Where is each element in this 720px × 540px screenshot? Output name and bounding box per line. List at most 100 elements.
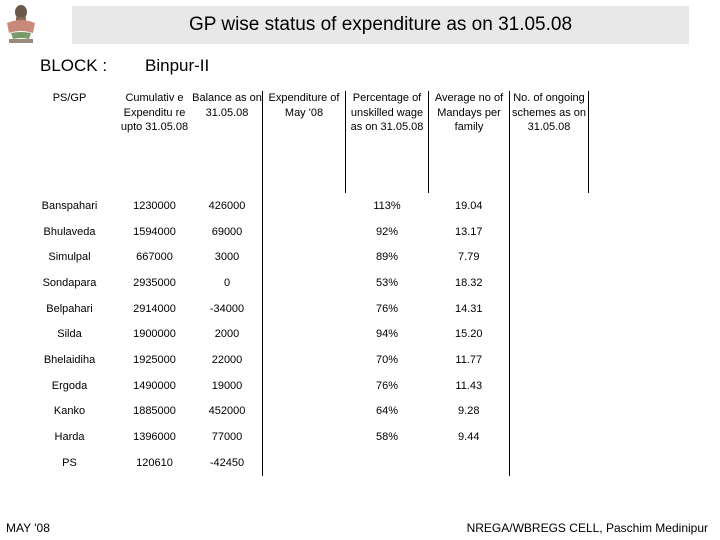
table-cell: 120610 xyxy=(136,456,173,469)
table-cell: -42450 xyxy=(192,449,263,476)
table-cell xyxy=(263,399,346,425)
table-cell: Silda xyxy=(57,328,82,341)
table-cell xyxy=(509,347,589,373)
table-row: Simulpal 667000 3000 89% 7.79 xyxy=(22,244,589,271)
column-header: Expenditure of May '08 xyxy=(268,92,340,119)
table-cell: 64% xyxy=(375,405,399,418)
table-cell xyxy=(509,424,589,450)
table-cell: 53% xyxy=(375,276,399,289)
table-cell: 3000 xyxy=(192,244,263,271)
table-row: Banspahari 1230000 426000 113% 19.04 xyxy=(22,193,589,219)
table-cell: PS xyxy=(62,456,77,469)
table-cell xyxy=(509,193,589,219)
table-cell: 58% xyxy=(375,431,399,444)
table-cell: 19000 xyxy=(192,372,263,399)
column-header: Average no of Mandays per family xyxy=(428,91,510,193)
table-row: PS 120610 -42450 xyxy=(22,449,589,476)
expenditure-table: PS/GP Cumulativ e Expenditu re upto 31.0… xyxy=(22,91,589,476)
table-cell: Bhulaveda xyxy=(43,225,96,238)
table-cell xyxy=(429,450,510,476)
table-cell: 9.44 xyxy=(458,431,480,444)
table-cell xyxy=(263,424,346,450)
table-cell: 14.31 xyxy=(454,302,483,315)
table-row: Bhelaidiha 1925000 22000 70% 11.77 xyxy=(22,347,589,373)
footer-date: MAY '08 xyxy=(6,521,50,535)
table-cell: 70% xyxy=(375,353,399,366)
table-cell: Kanko xyxy=(53,405,86,418)
column-header: Percentage of unskilled wage as on 31.05… xyxy=(345,91,429,193)
table-cell: 113% xyxy=(373,199,401,212)
column-header: Cumulativ e Expenditu re upto 31.05.08 xyxy=(120,92,189,133)
table-cell: 452000 xyxy=(192,398,263,425)
block-value: Binpur-II xyxy=(145,56,210,75)
table-cell: 77000 xyxy=(192,424,263,450)
table-cell: Bhelaidiha xyxy=(43,353,96,366)
table-cell: 19.04 xyxy=(454,199,483,212)
table-cell: -34000 xyxy=(192,295,263,322)
table-cell xyxy=(263,219,346,245)
table-cell xyxy=(263,321,346,347)
table-cell xyxy=(263,244,346,270)
table-cell: 1885000 xyxy=(133,405,176,418)
table-cell: 89% xyxy=(375,251,399,264)
table-cell: 11.77 xyxy=(455,353,483,366)
table-cell xyxy=(509,218,589,245)
table-cell xyxy=(509,372,589,399)
table-row: Silda 1900000 2000 94% 15.20 xyxy=(22,321,589,348)
table-cell: 13.17 xyxy=(454,225,483,238)
table-cell xyxy=(263,270,346,296)
table-cell xyxy=(263,193,346,219)
table-cell: 94% xyxy=(375,328,399,341)
table-cell xyxy=(263,373,346,399)
table-cell: Belpahari xyxy=(46,302,93,315)
table-cell: Banspahari xyxy=(41,199,98,212)
table-cell xyxy=(263,450,346,476)
table-cell: 1900000 xyxy=(133,328,176,341)
table-cell: 92% xyxy=(375,225,399,238)
emblem-logo-icon xyxy=(3,3,39,45)
table-cell: 2914000 xyxy=(133,302,176,315)
table-cell: 2000 xyxy=(192,321,263,348)
table-cell: Sondapara xyxy=(42,276,97,289)
table-cell: 2935000 xyxy=(133,276,176,289)
table-row: Kanko 1885000 452000 64% 9.28 xyxy=(22,398,589,425)
table-cell: Ergoda xyxy=(51,379,88,392)
table-cell xyxy=(509,270,589,296)
table-cell xyxy=(263,296,346,322)
table-cell: 1925000 xyxy=(133,353,176,366)
table-cell: 667000 xyxy=(136,251,173,264)
table-cell: 9.28 xyxy=(458,405,480,418)
column-header: No. of ongoing schemes as on 31.05.08 xyxy=(509,91,589,193)
table-row: Harda 1396000 77000 58% 9.44 xyxy=(22,424,589,450)
table-cell: 1594000 xyxy=(133,225,176,238)
footer-credit: NREGA/WBREGS CELL, Paschim Medinipur xyxy=(466,521,708,535)
table-cell: 7.79 xyxy=(458,251,480,264)
table-row: Belpahari 2914000 -34000 76% 14.31 xyxy=(22,295,589,322)
table-row: Sondapara 2935000 0 53% 18.32 xyxy=(22,270,589,296)
table-cell xyxy=(509,295,589,322)
table-cell: 15.20 xyxy=(454,328,483,341)
column-header: Balance as on 31.05.08 xyxy=(192,91,263,193)
column-header: PS/GP xyxy=(52,92,87,104)
table-row: Ergoda 1490000 19000 76% 11.43 xyxy=(22,372,589,399)
table-cell: 0 xyxy=(192,270,263,296)
table-cell xyxy=(509,321,589,348)
table-cell: 76% xyxy=(375,379,399,392)
table-cell: 76% xyxy=(375,302,399,315)
table-cell xyxy=(346,450,429,476)
block-label: BLOCK : xyxy=(40,56,108,75)
table-cell: 426000 xyxy=(192,193,263,219)
table-cell: 22000 xyxy=(192,347,263,373)
table-cell: Harda xyxy=(54,431,85,444)
table-cell: Simulpal xyxy=(48,251,91,264)
table-cell xyxy=(263,347,346,373)
table-row: Bhulaveda 1594000 69000 92% 13.17 xyxy=(22,218,589,245)
table-cell: 11.43 xyxy=(455,379,483,392)
table-cell: 69000 xyxy=(192,218,263,245)
table-cell xyxy=(509,449,589,476)
table-cell: 1396000 xyxy=(133,431,176,444)
table-cell: 18.32 xyxy=(454,276,483,289)
table-cell xyxy=(509,244,589,271)
table-cell: 1490000 xyxy=(133,379,176,392)
table-cell xyxy=(509,398,589,425)
